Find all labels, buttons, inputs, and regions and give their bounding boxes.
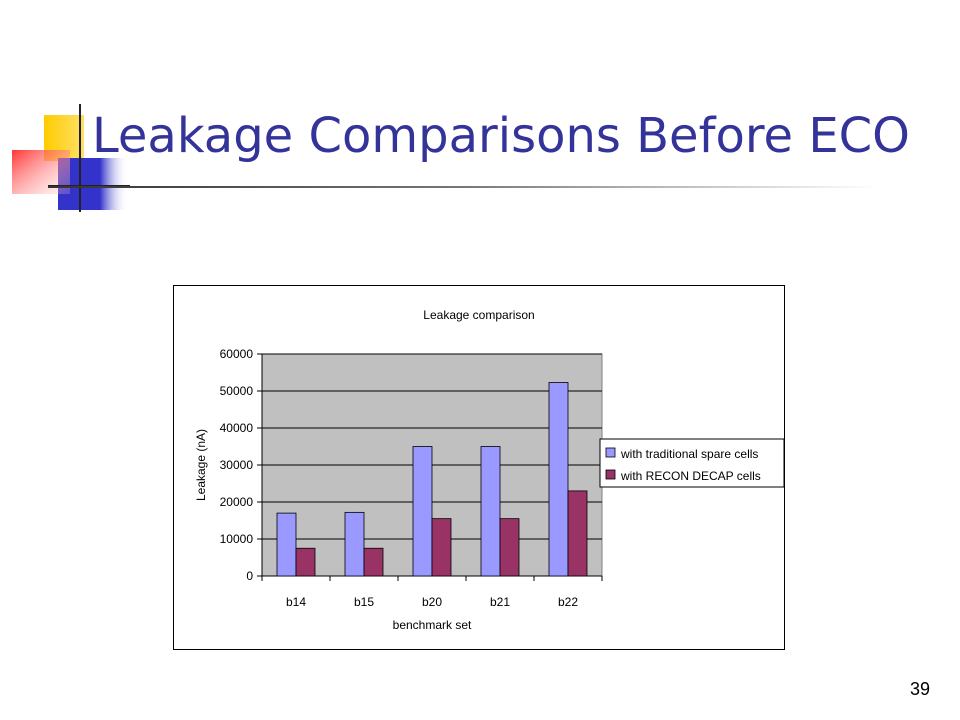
legend-box xyxy=(599,438,784,488)
bar-traditional-b14 xyxy=(276,512,297,577)
title-divider xyxy=(48,186,878,188)
bar-recon-b22 xyxy=(567,490,588,577)
legend-swatch xyxy=(605,469,616,480)
bar-recon-b20 xyxy=(431,518,452,577)
y-tick-label: 60000 xyxy=(220,347,254,361)
y-tick-label: 0 xyxy=(246,569,253,583)
legend-label: with RECON DECAP cells xyxy=(620,469,761,483)
legend-swatch xyxy=(605,447,616,458)
page-number: 39 xyxy=(909,679,930,699)
x-axis-label: benchmark set xyxy=(393,618,472,632)
x-tick-label: b14 xyxy=(286,595,306,609)
slide-title: Leakage Comparisons Before ECO xyxy=(92,108,910,164)
bar-traditional-b22 xyxy=(548,382,569,577)
bar-recon-b21 xyxy=(499,518,520,577)
x-tick-label: b21 xyxy=(490,595,510,609)
y-tick-label: 30000 xyxy=(220,458,254,472)
y-tick-label: 40000 xyxy=(220,421,254,435)
y-axis-label: Leakage (nA) xyxy=(194,429,208,501)
chart-title: Leakage comparison xyxy=(423,308,534,322)
bar-traditional-b20 xyxy=(412,446,433,577)
bar-recon-b14 xyxy=(295,547,316,577)
y-tick-label: 50000 xyxy=(220,384,254,398)
y-tick-label: 10000 xyxy=(220,532,254,546)
legend-label: with traditional spare cells xyxy=(620,447,758,461)
x-tick-label: b15 xyxy=(354,595,374,609)
chart-frame: 0 10000 20000 30000 40000 50000 60000 b14 b15 b20… xyxy=(173,285,785,650)
bar-chart: 0 10000 20000 30000 40000 50000 60000 b14 b15 b20… xyxy=(194,308,784,632)
bar-traditional-b21 xyxy=(480,446,501,577)
bar-traditional-b15 xyxy=(344,511,365,577)
bar-recon-b15 xyxy=(363,547,384,577)
x-tick-label: b22 xyxy=(558,595,578,609)
y-tick-label: 20000 xyxy=(220,495,254,509)
x-tick-label: b20 xyxy=(422,595,442,609)
